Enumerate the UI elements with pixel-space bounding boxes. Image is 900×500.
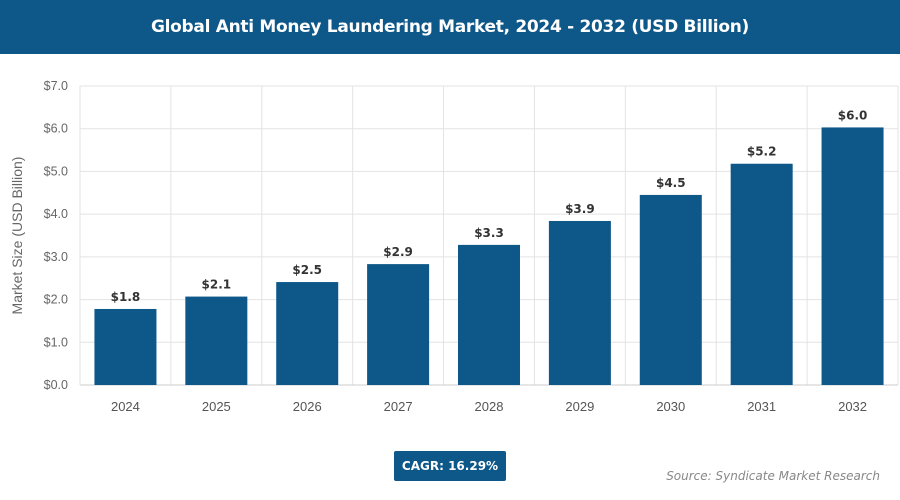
data-label: $2.9 [383, 245, 413, 259]
data-label: $3.9 [565, 202, 595, 216]
bar-2029 [548, 220, 611, 385]
y-tick-label: $7.0 [44, 79, 68, 93]
data-label: $5.2 [747, 145, 777, 159]
y-tick-label: $0.0 [44, 378, 68, 392]
data-label: $1.8 [111, 290, 141, 304]
x-tick-label: 2032 [838, 399, 867, 414]
source-note: Source: Syndicate Market Research [666, 469, 880, 483]
data-label: $4.5 [656, 176, 686, 190]
x-tick-label: 2027 [384, 399, 413, 414]
data-label: $6.0 [838, 108, 868, 122]
x-tick-label: 2028 [475, 399, 504, 414]
x-tick-label: 2030 [656, 399, 685, 414]
bar-2026 [276, 282, 339, 385]
x-tick-label: 2025 [202, 399, 231, 414]
y-tick-label: $3.0 [44, 250, 68, 264]
y-tick-label: $4.0 [44, 207, 68, 221]
y-axis-title: Market Size (USD Billion) [9, 157, 25, 315]
bar-2024 [94, 308, 157, 385]
x-tick-label: 2031 [747, 399, 776, 414]
y-tick-label: $1.0 [44, 335, 68, 349]
y-tick-label: $5.0 [44, 164, 68, 178]
y-tick-label: $6.0 [44, 122, 68, 136]
x-tick-label: 2024 [111, 399, 140, 414]
cagr-badge: CAGR: 16.29% [394, 451, 506, 481]
data-label: $2.5 [292, 263, 322, 277]
bar-2025 [185, 296, 248, 385]
data-label: $3.3 [474, 226, 504, 240]
bar-2027 [367, 264, 430, 385]
bar-2030 [639, 194, 702, 385]
chart-title: Global Anti Money Laundering Market, 202… [0, 0, 900, 54]
x-tick-label: 2029 [565, 399, 594, 414]
x-tick-label: 2026 [293, 399, 322, 414]
bar-2032 [821, 127, 884, 385]
y-tick-label: $2.0 [44, 293, 68, 307]
bar-chart: $0.0 $1.0 $2.0 $3.0 $4.0 $5.0 $6.0 $7.0 $1.8 2024… [9, 79, 899, 414]
bar-2028 [458, 244, 520, 385]
data-label: $2.1 [202, 278, 232, 292]
bar-2031 [730, 163, 793, 385]
